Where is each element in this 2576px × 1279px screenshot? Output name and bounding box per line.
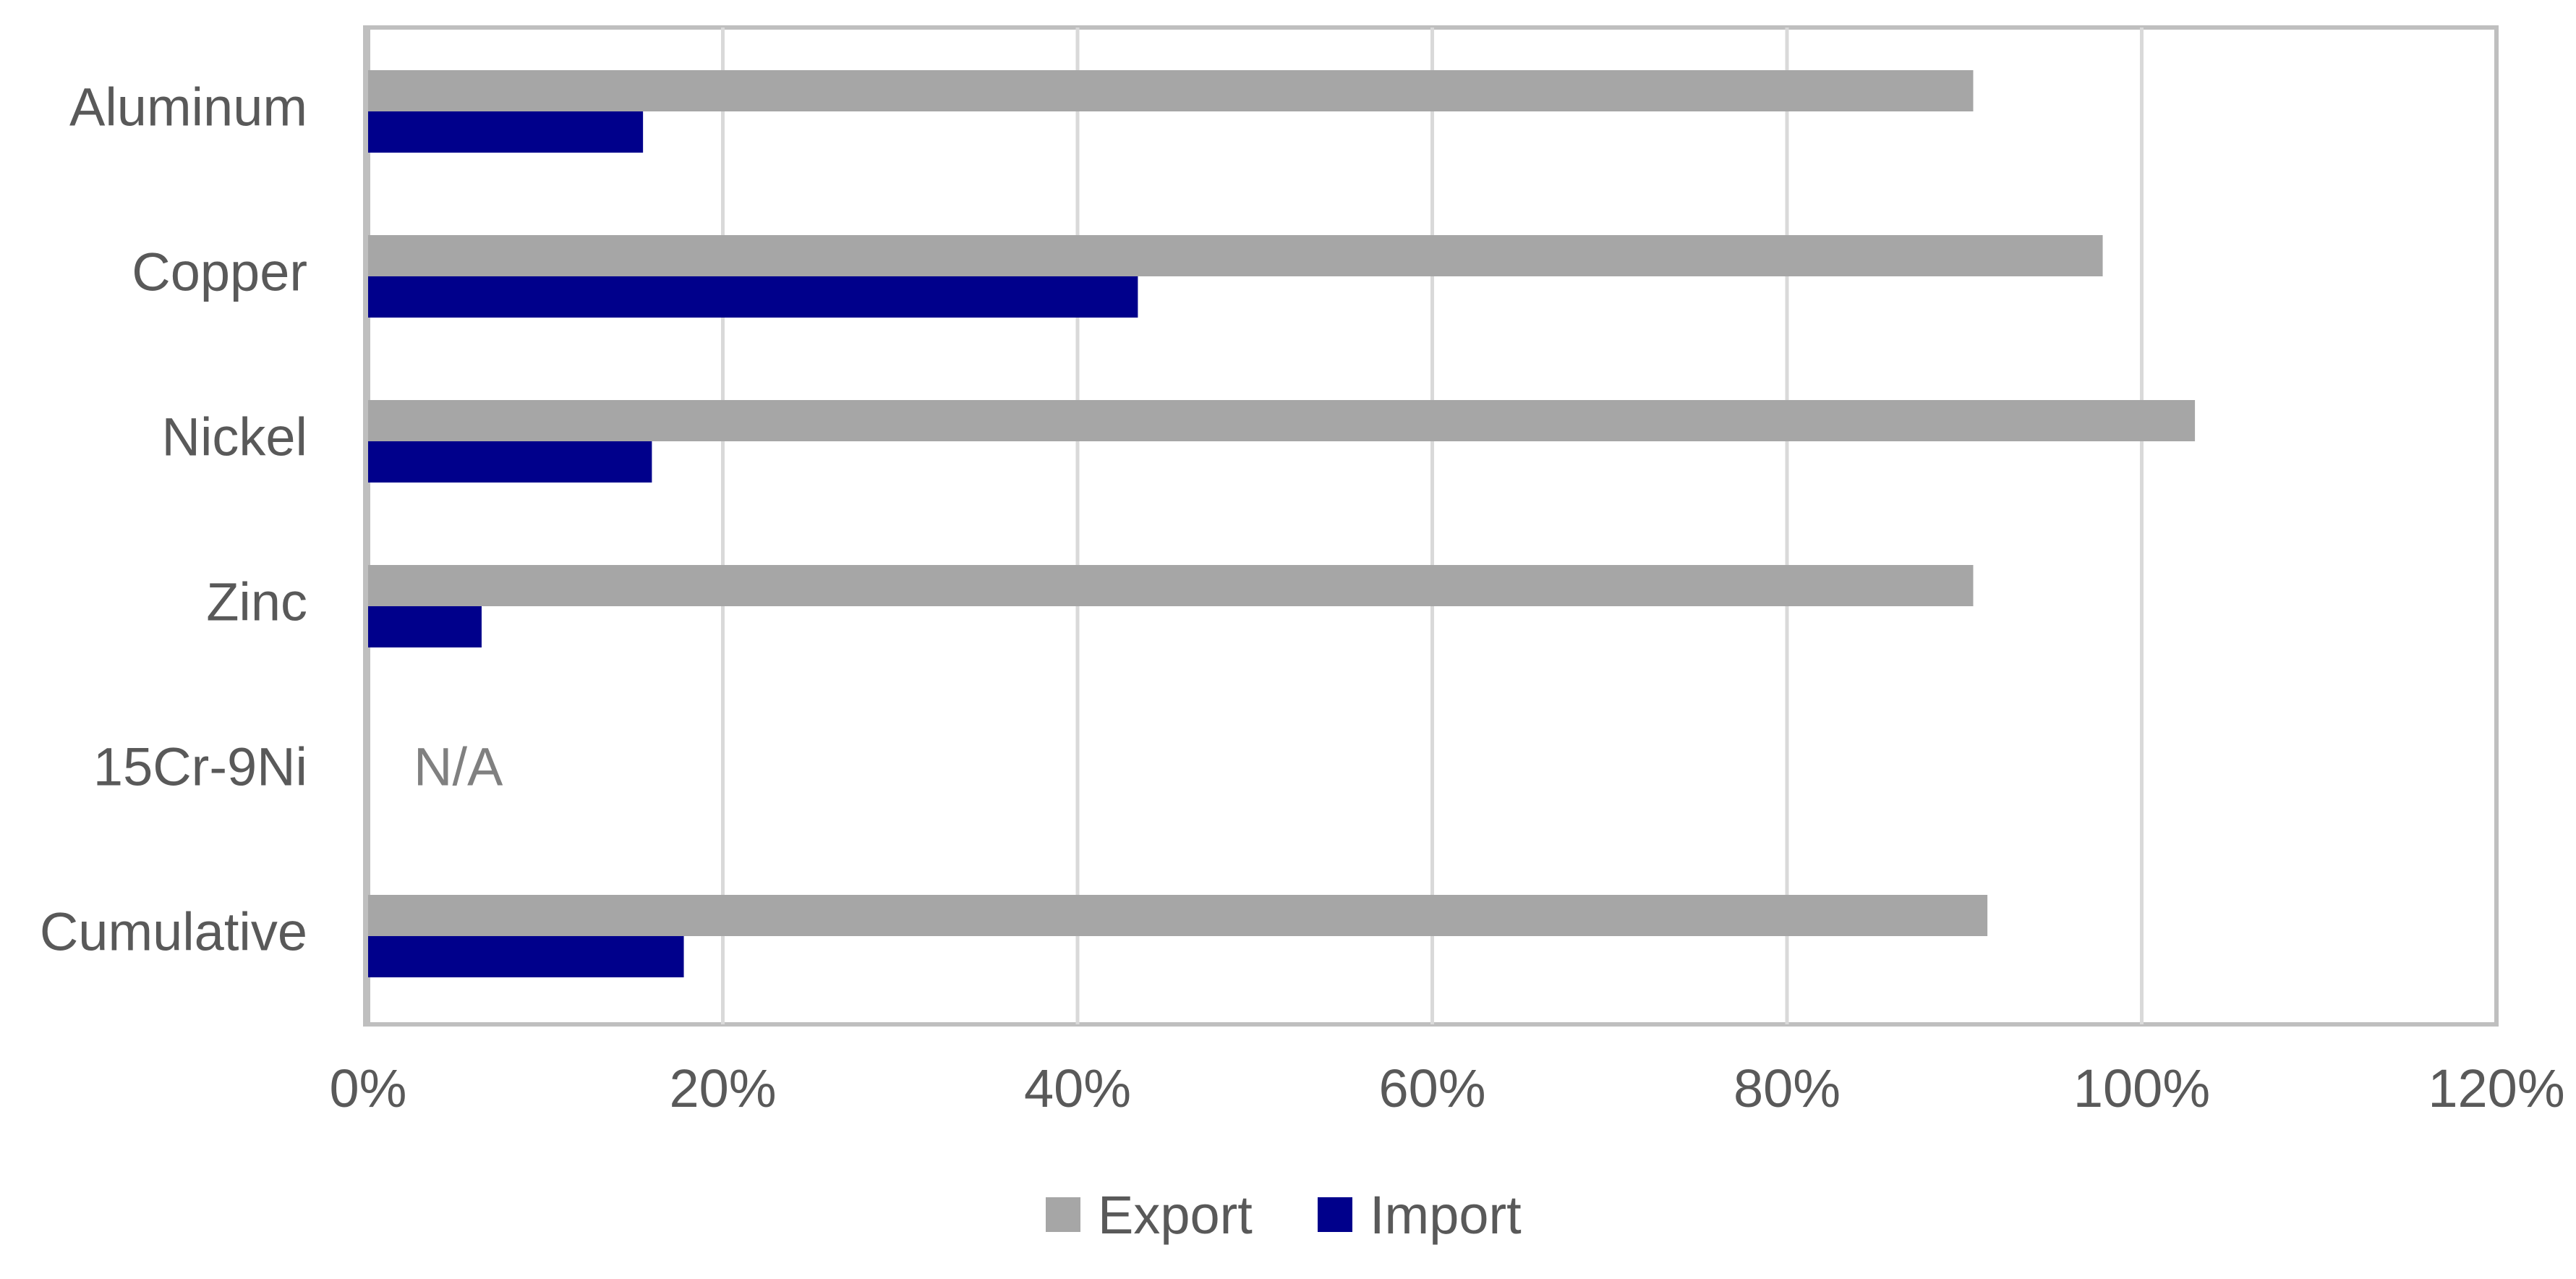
- category-labels: Aluminum Copper Nickel Zinc 15Cr-9Ni Cumulati…: [40, 77, 307, 962]
- bar-export-aluminum: [368, 70, 1974, 111]
- category-label: 15Cr-9Ni: [93, 737, 307, 797]
- annotations: N/A: [414, 737, 503, 797]
- x-tick-label: 20%: [669, 1058, 776, 1118]
- legend-label-import: Import: [1370, 1185, 1522, 1245]
- x-tick-label: 80%: [1733, 1058, 1841, 1118]
- gridlines: [366, 27, 2144, 1024]
- legend-swatch-import: [1318, 1197, 1352, 1232]
- bar-import-aluminum: [368, 111, 644, 153]
- bar-import-copper: [368, 276, 1138, 318]
- category-label: Copper: [132, 242, 307, 302]
- x-tick-label: 100%: [2073, 1058, 2210, 1118]
- bar-import-zinc: [368, 606, 482, 647]
- bar-export-cumulative: [368, 895, 1988, 936]
- bar-export-zinc: [368, 565, 1974, 606]
- x-tick-label: 0%: [330, 1058, 407, 1118]
- category-label: Nickel: [162, 407, 307, 467]
- legend: Export Import: [1046, 1185, 1522, 1245]
- x-tick-label: 40%: [1024, 1058, 1131, 1118]
- x-tick-label: 120%: [2428, 1058, 2564, 1118]
- category-label: Zinc: [206, 572, 307, 632]
- x-tick-labels: 0% 20% 40% 60% 80% 100% 120%: [330, 1058, 2565, 1118]
- category-label: Aluminum: [69, 77, 307, 137]
- category-label: Cumulative: [40, 902, 307, 962]
- bar-import-nickel: [368, 441, 652, 483]
- na-annotation: N/A: [414, 737, 503, 797]
- bar-export-copper: [368, 235, 2103, 276]
- legend-swatch-export: [1046, 1197, 1080, 1232]
- legend-label-export: Export: [1098, 1185, 1253, 1245]
- bar-export-nickel: [368, 400, 2196, 441]
- bars: [368, 70, 2196, 977]
- bar-import-cumulative: [368, 936, 684, 977]
- x-tick-label: 60%: [1378, 1058, 1485, 1118]
